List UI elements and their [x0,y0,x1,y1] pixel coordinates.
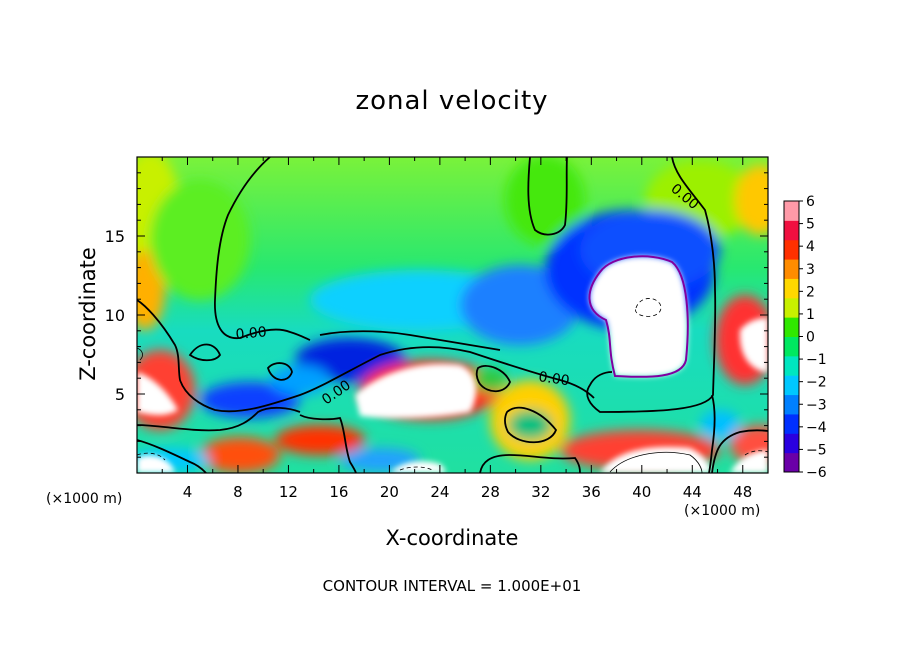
x-axis-label: X-coordinate [385,526,519,550]
colorbar-tick-label: −6 [806,465,827,481]
y-tick-label: 5 [115,385,125,404]
colorbar-segment [784,433,799,454]
colorbar-tick-label: −2 [806,375,827,391]
zero-contours [137,157,768,473]
chart-title: zonal velocity [355,86,549,116]
colorbar-segment [784,220,799,241]
colorbar-segment [784,375,799,396]
colorbar-segment [784,355,799,376]
colorbar-tick-label: 6 [806,194,815,210]
colorbar-segment [784,452,799,473]
x-tick-label: 24 [430,483,449,501]
x-tick-label: 28 [481,483,500,501]
colorbar-tick-label: 5 [806,217,815,233]
contour-label: 0.00 [537,369,570,389]
colorbar-segment [784,394,799,415]
x-tick-label: 40 [632,483,651,501]
colorbar-tick-label: −4 [806,420,827,436]
colorbar-tick-label: 1 [806,307,815,323]
x-tick-label: 44 [683,483,702,501]
heatmap-field [137,157,768,473]
colorbar-segment [784,317,799,337]
x-tick-label: 4 [183,483,193,501]
x-unit-label-right: (×1000 m) [684,503,761,519]
x-tick-label: 8 [233,483,243,501]
colorbar-segment [784,259,799,279]
colorbar-tick-label: 4 [806,239,815,255]
y-tick-label: 15 [105,227,125,246]
x-tick-label: 32 [531,483,550,501]
colorbar-segment [784,413,799,434]
x-unit-label-left: (×1000 m) [46,491,123,507]
contour-interval-note: CONTOUR INTERVAL = 1.000E+01 [322,577,582,595]
y-tick-label: 10 [105,306,125,325]
colorbar-segment [784,336,799,357]
x-tick-label: 48 [733,483,752,501]
colorbar-segment [784,201,799,221]
colorbar-tick-label: −5 [806,442,827,458]
colorbar-segment [784,278,799,299]
colorbar-tick-label: 3 [806,262,815,278]
colorbar-tick-label: −3 [806,397,827,413]
x-tick-label: 36 [582,483,601,501]
colorbar-tick-label: 2 [806,284,815,300]
contour-label: 0.00 [235,324,267,343]
colorbar-segment [784,239,799,260]
colorbar-tick-label: −1 [806,352,827,368]
x-tick-label: 20 [380,483,399,501]
colorbar: 6 5 4 3 2 1 0 −1 −2 −3 −4 −5 −6 [783,194,827,481]
colorbar-segment [784,297,799,318]
colorbar-tick-label: 0 [806,330,815,346]
x-tick-label: 16 [329,483,348,501]
x-tick-label: 12 [279,483,298,501]
